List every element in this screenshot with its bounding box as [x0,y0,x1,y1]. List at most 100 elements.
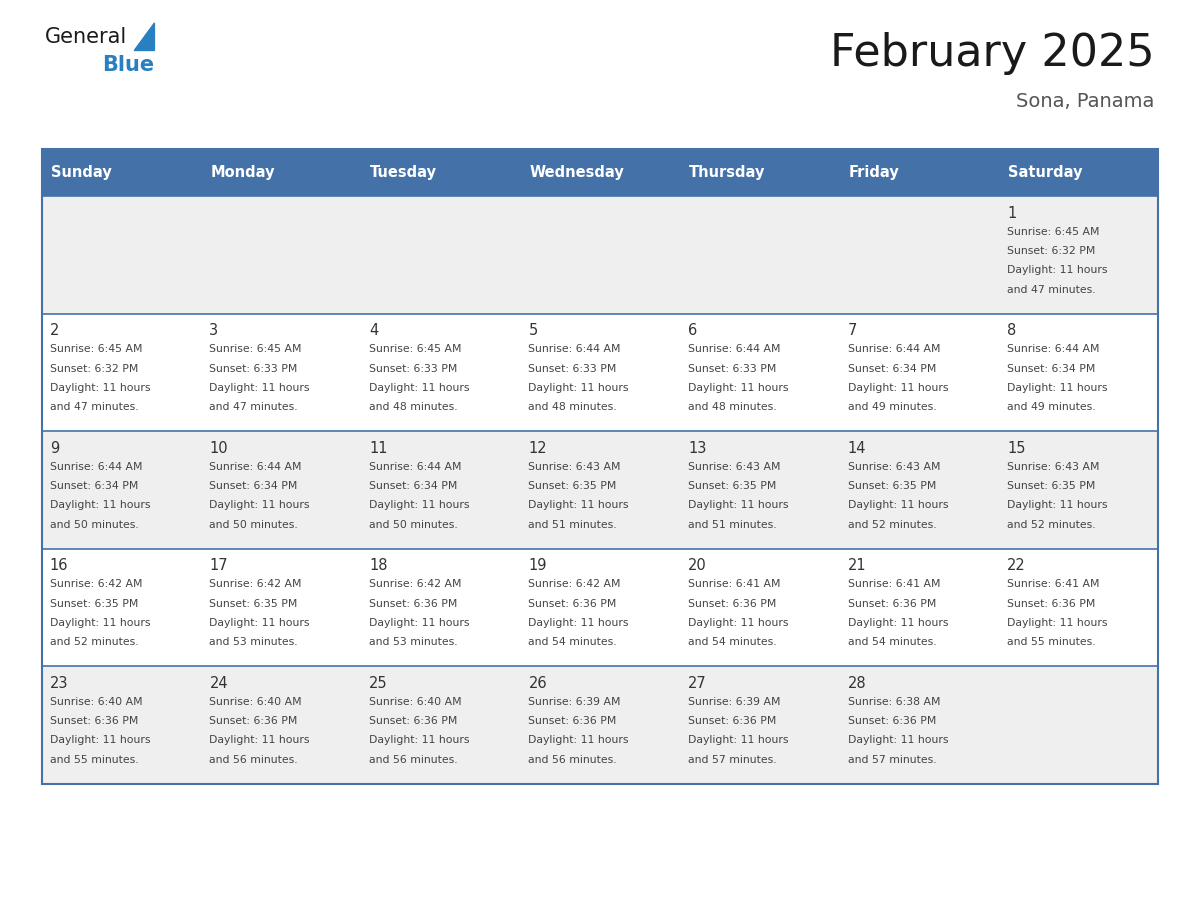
Text: Sunset: 6:36 PM: Sunset: 6:36 PM [209,716,298,726]
Text: Wednesday: Wednesday [530,165,625,180]
Text: Sunrise: 6:43 AM: Sunrise: 6:43 AM [847,462,940,472]
Text: Sunset: 6:36 PM: Sunset: 6:36 PM [1007,599,1095,609]
Text: Sunrise: 6:44 AM: Sunrise: 6:44 AM [847,344,940,354]
Bar [42,149,1158,196]
Text: Daylight: 11 hours: Daylight: 11 hours [1007,500,1107,510]
Bar [42,431,1158,549]
Text: Sunrise: 6:40 AM: Sunrise: 6:40 AM [369,697,462,707]
Text: Sunset: 6:33 PM: Sunset: 6:33 PM [209,364,298,374]
Text: 8: 8 [1007,323,1017,338]
Text: Sunset: 6:35 PM: Sunset: 6:35 PM [847,481,936,491]
Text: Sunrise: 6:44 AM: Sunrise: 6:44 AM [1007,344,1100,354]
Text: Daylight: 11 hours: Daylight: 11 hours [209,500,310,510]
Text: Sunrise: 6:38 AM: Sunrise: 6:38 AM [847,697,940,707]
Text: Daylight: 11 hours: Daylight: 11 hours [529,383,628,393]
Text: Sunset: 6:36 PM: Sunset: 6:36 PM [847,716,936,726]
Text: Sunrise: 6:41 AM: Sunrise: 6:41 AM [1007,579,1100,589]
Text: Sunrise: 6:45 AM: Sunrise: 6:45 AM [369,344,461,354]
Text: Daylight: 11 hours: Daylight: 11 hours [50,618,151,628]
Text: and 47 minutes.: and 47 minutes. [50,402,139,412]
Text: 11: 11 [369,441,387,455]
Text: Monday: Monday [210,165,276,180]
Text: Sunset: 6:34 PM: Sunset: 6:34 PM [847,364,936,374]
Text: 15: 15 [1007,441,1025,455]
Text: and 53 minutes.: and 53 minutes. [209,637,298,647]
Text: Sunrise: 6:44 AM: Sunrise: 6:44 AM [369,462,461,472]
Text: Sunset: 6:33 PM: Sunset: 6:33 PM [529,364,617,374]
Text: Daylight: 11 hours: Daylight: 11 hours [529,735,628,745]
Text: Daylight: 11 hours: Daylight: 11 hours [847,618,948,628]
Text: and 50 minutes.: and 50 minutes. [369,520,457,530]
Text: 10: 10 [209,441,228,455]
Text: Sunrise: 6:44 AM: Sunrise: 6:44 AM [50,462,143,472]
Text: and 56 minutes.: and 56 minutes. [209,755,298,765]
Text: 13: 13 [688,441,707,455]
Text: Sunset: 6:35 PM: Sunset: 6:35 PM [209,599,298,609]
Bar [42,149,1158,784]
Text: 3: 3 [209,323,219,338]
Text: Sunrise: 6:43 AM: Sunrise: 6:43 AM [688,462,781,472]
Text: and 54 minutes.: and 54 minutes. [688,637,777,647]
Text: and 54 minutes.: and 54 minutes. [529,637,617,647]
Text: Sunrise: 6:42 AM: Sunrise: 6:42 AM [529,579,621,589]
Text: and 52 minutes.: and 52 minutes. [847,520,936,530]
Bar [42,196,1158,314]
Text: and 56 minutes.: and 56 minutes. [369,755,457,765]
Text: Sunrise: 6:39 AM: Sunrise: 6:39 AM [529,697,621,707]
Text: Sunset: 6:32 PM: Sunset: 6:32 PM [50,364,138,374]
Text: Friday: Friday [848,165,899,180]
Text: Sunrise: 6:44 AM: Sunrise: 6:44 AM [209,462,302,472]
Text: and 48 minutes.: and 48 minutes. [369,402,457,412]
Text: Sunset: 6:35 PM: Sunset: 6:35 PM [688,481,777,491]
Text: Sunrise: 6:43 AM: Sunrise: 6:43 AM [1007,462,1100,472]
Text: Daylight: 11 hours: Daylight: 11 hours [688,618,789,628]
Text: Daylight: 11 hours: Daylight: 11 hours [50,735,151,745]
Text: 9: 9 [50,441,59,455]
Text: and 55 minutes.: and 55 minutes. [1007,637,1095,647]
Text: Sunset: 6:35 PM: Sunset: 6:35 PM [529,481,617,491]
Text: 14: 14 [847,441,866,455]
Text: 5: 5 [529,323,538,338]
Text: and 48 minutes.: and 48 minutes. [688,402,777,412]
Text: Daylight: 11 hours: Daylight: 11 hours [209,735,310,745]
Text: and 53 minutes.: and 53 minutes. [369,637,457,647]
Text: Tuesday: Tuesday [371,165,437,180]
Text: and 56 minutes.: and 56 minutes. [529,755,617,765]
Text: and 55 minutes.: and 55 minutes. [50,755,139,765]
Text: and 57 minutes.: and 57 minutes. [688,755,777,765]
Text: 2: 2 [50,323,59,338]
Text: 20: 20 [688,558,707,573]
Text: Sunset: 6:34 PM: Sunset: 6:34 PM [369,481,457,491]
Text: 21: 21 [847,558,866,573]
Text: Daylight: 11 hours: Daylight: 11 hours [50,500,151,510]
Text: February 2025: February 2025 [830,32,1155,75]
Text: Sunrise: 6:42 AM: Sunrise: 6:42 AM [209,579,302,589]
Text: Sunday: Sunday [51,165,112,180]
Text: Daylight: 11 hours: Daylight: 11 hours [847,500,948,510]
Text: Daylight: 11 hours: Daylight: 11 hours [688,383,789,393]
Text: Blue: Blue [102,55,154,75]
Text: 28: 28 [847,676,866,690]
Text: Sunrise: 6:45 AM: Sunrise: 6:45 AM [50,344,143,354]
Text: 22: 22 [1007,558,1025,573]
Text: and 47 minutes.: and 47 minutes. [1007,285,1095,295]
Text: and 48 minutes.: and 48 minutes. [529,402,617,412]
Text: 1: 1 [1007,206,1017,220]
Text: Sunset: 6:32 PM: Sunset: 6:32 PM [1007,246,1095,256]
Text: Sunrise: 6:41 AM: Sunrise: 6:41 AM [847,579,940,589]
Text: 19: 19 [529,558,546,573]
Text: 7: 7 [847,323,857,338]
Text: Daylight: 11 hours: Daylight: 11 hours [529,618,628,628]
Text: Sunset: 6:36 PM: Sunset: 6:36 PM [847,599,936,609]
Text: and 52 minutes.: and 52 minutes. [50,637,139,647]
Text: Sunset: 6:33 PM: Sunset: 6:33 PM [688,364,777,374]
Text: 17: 17 [209,558,228,573]
Text: Daylight: 11 hours: Daylight: 11 hours [847,383,948,393]
Text: Sunrise: 6:42 AM: Sunrise: 6:42 AM [50,579,143,589]
Text: Daylight: 11 hours: Daylight: 11 hours [369,735,469,745]
Text: 25: 25 [369,676,387,690]
Text: Sunset: 6:36 PM: Sunset: 6:36 PM [688,716,777,726]
Text: 18: 18 [369,558,387,573]
Text: Sona, Panama: Sona, Panama [1017,92,1155,111]
Text: Daylight: 11 hours: Daylight: 11 hours [529,500,628,510]
